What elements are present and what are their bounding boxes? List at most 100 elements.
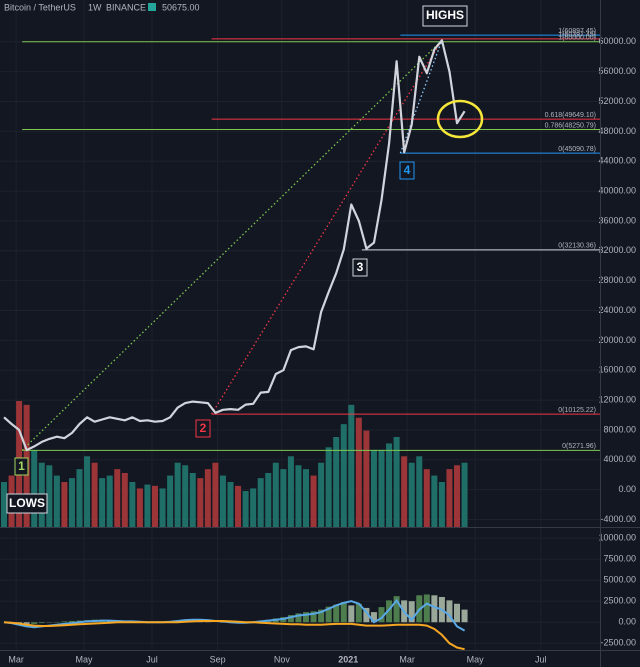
grid [0, 0, 600, 650]
volume-bar [250, 488, 257, 527]
volume-bar [461, 462, 468, 527]
y-tick-label: 8000.00 [603, 424, 636, 434]
volume-bar [454, 465, 461, 527]
volume-bar [136, 488, 143, 527]
histogram-bar [408, 601, 415, 623]
y-tick-label: 0.00 [618, 617, 636, 627]
volume-bar [68, 478, 75, 527]
histogram-bar [393, 596, 400, 623]
symbol: Bitcoin / TetherUS [4, 2, 76, 12]
y-tick-label: -2500.00 [600, 638, 636, 648]
x-tick-label: May [76, 654, 94, 664]
y-tick-label: 10000.00 [598, 532, 636, 542]
volume-bar [189, 473, 196, 527]
volume-bar [280, 469, 287, 527]
fib-label: 1(60897.45) [558, 28, 596, 35]
histogram-bar [38, 622, 45, 624]
volume-bar [212, 462, 219, 527]
volume-bar [325, 447, 332, 527]
x-tick-label: Mar [8, 654, 24, 664]
volume-bar [295, 465, 302, 527]
histogram-bar [310, 611, 317, 623]
y-tick-label: 56000.00 [598, 66, 636, 76]
fib-label: 0(32130.36) [558, 243, 596, 250]
histogram-bar [461, 609, 468, 623]
highs-label: HIGHS [426, 8, 464, 22]
interval: 1W [88, 2, 102, 12]
volume-bar [167, 475, 174, 527]
histogram-bar [333, 604, 340, 623]
highlight-circle [436, 99, 484, 139]
histogram-bar [31, 622, 38, 624]
volume-bar [84, 456, 91, 527]
x-tick-label: 2021 [338, 654, 358, 664]
y-tick-label: 0.00 [618, 484, 636, 494]
price-line [3, 39, 466, 452]
exchange: BINANCE [106, 2, 146, 12]
indicator-line [3, 620, 465, 650]
histogram-bar [348, 605, 355, 623]
volume-bar [76, 469, 83, 527]
axes: -4000.00 0.00 4000.00 8000.00 12000.00 16000.… [8, 36, 636, 664]
volume-bar [310, 475, 317, 527]
volume-bar [182, 465, 189, 527]
volume-bar [355, 417, 362, 527]
volume-bar [272, 462, 279, 527]
y-tick-label: -4000.00 [600, 514, 636, 524]
marker-box [14, 457, 29, 476]
lows-box [6, 493, 48, 514]
volume-bar [1, 482, 8, 527]
volume-bar [401, 456, 408, 527]
volume-bar [174, 462, 181, 527]
volume-bar [340, 424, 347, 527]
y-tick-label: 24000.00 [598, 305, 636, 315]
volume-bar [370, 449, 377, 527]
volume-bar [431, 475, 438, 527]
histogram-bar [454, 603, 461, 623]
status-icon [148, 3, 156, 11]
marker-box [195, 419, 211, 438]
y-tick-label: 48000.00 [598, 126, 636, 136]
y-tick-label: 12000.00 [598, 394, 636, 404]
volume-bar [46, 465, 53, 527]
volume-bar [257, 478, 264, 527]
volume-bar [287, 456, 294, 527]
histogram-bar [295, 613, 302, 623]
y-tick-label: 5000.00 [603, 575, 636, 585]
x-tick-label: May [467, 654, 485, 664]
histogram-bar [23, 622, 30, 624]
volume-bar [31, 449, 38, 527]
fib-label: 1(60397.45) [558, 32, 596, 39]
histogram-bar [318, 609, 325, 623]
x-tick-label: Jul [535, 654, 547, 664]
y-tick-label: 2500.00 [603, 596, 636, 606]
y-tick-label: 60000.00 [598, 36, 636, 46]
volume-bar [378, 449, 385, 527]
volume [1, 401, 468, 527]
y-tick-label: 52000.00 [598, 96, 636, 106]
x-tick-label: Mar [399, 654, 415, 664]
annotations: HIGHS LOWS 1 2 3 4 [6, 5, 468, 514]
volume-bar [129, 482, 136, 527]
histogram-bar [423, 594, 430, 623]
histogram-bar [386, 600, 393, 623]
histogram-bar [363, 607, 370, 623]
volume-bar [386, 443, 393, 527]
trend-line [21, 39, 443, 451]
marker: 1 [18, 459, 25, 473]
trend-line [399, 40, 443, 154]
marker-box [352, 258, 368, 277]
volume-bar [53, 475, 60, 527]
histogram-bar [370, 612, 377, 623]
volume-bar [121, 473, 128, 527]
y-tick-label: 7500.00 [603, 554, 636, 564]
y-tick-label: 40000.00 [598, 185, 636, 195]
histogram-bar [287, 615, 294, 623]
histogram-bar [378, 607, 385, 623]
fib-label: 0.618(49649.10) [545, 112, 596, 119]
volume-bar [144, 484, 151, 527]
y-tick-label: 28000.00 [598, 275, 636, 285]
indicator-pane [3, 594, 468, 650]
histogram-bar [61, 621, 68, 623]
